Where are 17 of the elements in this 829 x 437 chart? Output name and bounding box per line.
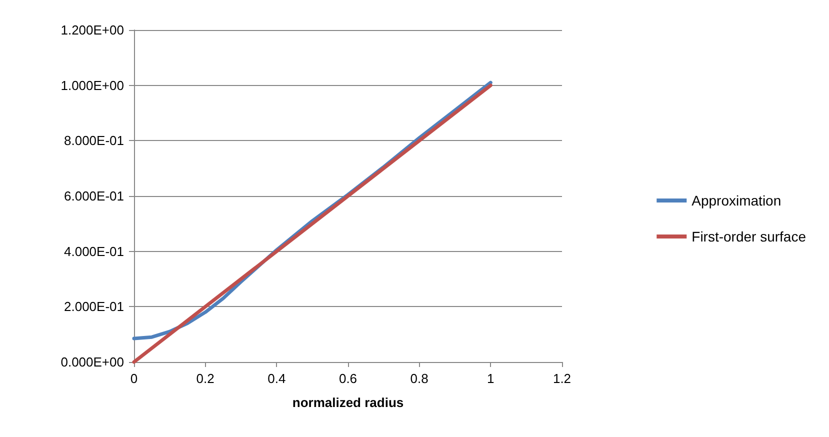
y-tick-label: 2.000E-01 xyxy=(64,299,124,314)
x-tick-label: 0.8 xyxy=(410,371,428,386)
y-tick-label: 6.000E-01 xyxy=(64,188,124,204)
y-tick-label: 1.000E+00 xyxy=(60,78,124,93)
x-tick-label: 0.6 xyxy=(338,371,358,386)
y-tick-label: 8.000E-01 xyxy=(64,133,124,148)
x-tick-label: 1 xyxy=(487,371,494,386)
x-tick-label: 0 xyxy=(130,371,138,386)
x-tick-label: 1.2 xyxy=(552,371,572,386)
x-tick-label: 0.4 xyxy=(268,371,286,386)
y-tick-label: 1.200E+00 xyxy=(60,22,124,38)
x-axis-title: normalized radius xyxy=(292,395,404,410)
y-tick-label: 0.000E+00 xyxy=(60,354,124,370)
x-tick-label: 0.2 xyxy=(196,371,214,386)
legend-label: First-order surface xyxy=(692,228,806,244)
y-tick-label: 4.000E-01 xyxy=(64,244,124,259)
legend-label: Approximation xyxy=(692,192,782,208)
